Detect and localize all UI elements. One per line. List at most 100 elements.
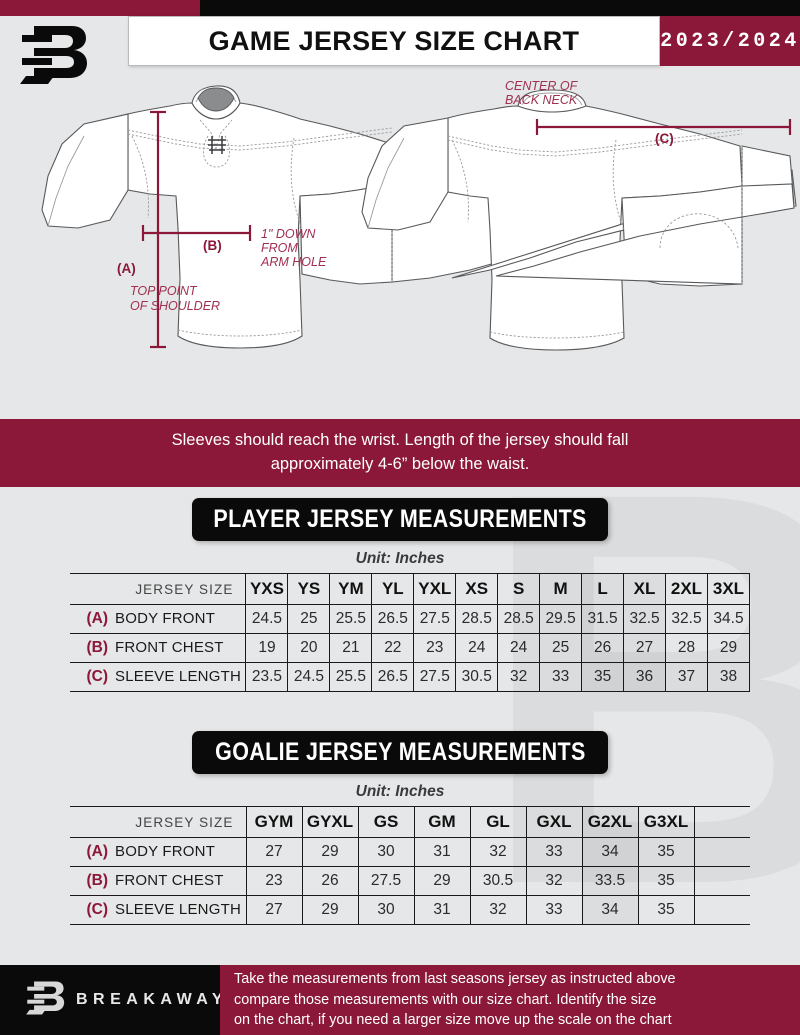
size-column-header: M [539, 573, 583, 605]
measurement-value-cell: 32.5 [665, 604, 708, 634]
measurement-value-cell: 22 [371, 633, 415, 663]
measurement-value-cell: 36 [623, 662, 667, 692]
size-column-header: G3XL [637, 806, 695, 838]
measurement-value-cell: 28.5 [455, 604, 499, 634]
measurement-value-cell: 29 [413, 866, 471, 896]
table-header-row: JERSEY SIZE GYM GYXL GS GM GL GXL G2XL G3XL [70, 806, 750, 838]
measurement-value-cell: 25 [287, 604, 331, 634]
size-column-header: XS [455, 573, 499, 605]
size-column-header: L [581, 573, 625, 605]
size-column-header [693, 806, 750, 838]
page-footer: BREAKAWAY Take the measurements from las… [0, 965, 800, 1035]
player-section-badge: PLAYER JERSEY MEASUREMENTS [192, 498, 608, 541]
measurement-value-cell: 24.5 [287, 662, 331, 692]
measurement-name: SLEEVE LENGTH [115, 668, 241, 685]
measurement-value-cell: 31 [413, 837, 471, 867]
size-column-header: YM [329, 573, 373, 605]
player-section-title: PLAYER JERSEY MEASUREMENTS [213, 505, 587, 533]
table-row: (C) SLEEVE LENGTH 23.5 24.5 25.5 26.5 27.5 30.5… [70, 662, 751, 692]
measurement-value-cell: 23 [245, 866, 303, 896]
table-row: (B) FRONT CHEST 19 20 21 22 23 24 24 25 26 27 28 29 [70, 633, 751, 663]
measurement-value-cell: 28.5 [497, 604, 541, 634]
season-year-badge: 2023/2024 [660, 16, 800, 66]
player-unit-label: Unit: Inches [355, 550, 445, 567]
measurement-value-cell: 31 [413, 895, 471, 925]
measurement-value-cell: 27 [245, 895, 303, 925]
measurement-row-label: (B) FRONT CHEST [70, 633, 247, 663]
back-neck-note-line1: CENTER OF [505, 79, 579, 93]
goalie-table-body: JERSEY SIZE GYM GYXL GS GM GL GXL G2XL G3XL (A) BO… [70, 806, 750, 925]
measurement-value-cell: 27 [623, 633, 667, 663]
measurement-value-cell: 30.5 [455, 662, 499, 692]
measurement-name: BODY FRONT [115, 843, 216, 860]
top-bar-black-segment [200, 0, 800, 16]
player-measurements-table: JERSEY SIZE YXS YS YM YL YXL XS S M L XL 2XL 3XL (A) B… [70, 573, 751, 692]
measurement-marker: (C) [86, 668, 108, 685]
measurement-value-cell: 32 [497, 662, 541, 692]
measurement-value-cell: 26 [301, 866, 359, 896]
table-row: (A) BODY FRONT 27 29 30 31 32 33 34 35 [70, 837, 750, 867]
measurement-value-cell: 24.5 [245, 604, 289, 634]
back-jersey-illustration [361, 89, 795, 351]
measurement-value-cell: 32 [525, 866, 583, 896]
page-title: GAME JERSEY SIZE CHART [208, 25, 580, 56]
measurement-value-cell [693, 895, 750, 925]
size-column-header: GXL [525, 806, 583, 838]
size-column-header: YXS [245, 573, 289, 605]
measurement-marker: (A) [86, 843, 108, 860]
measurement-value-cell: 27.5 [413, 604, 457, 634]
measurement-value-cell [693, 866, 750, 896]
size-column-header: 2XL [665, 573, 708, 605]
measurement-name: SLEEVE LENGTH [115, 901, 241, 918]
size-column-header: GL [469, 806, 527, 838]
marker-c-label: (C) [655, 131, 674, 146]
top-bar-maroon-segment [0, 0, 200, 16]
measurement-value-cell: 33 [525, 895, 583, 925]
footer-line-2: compare those measurements with our size… [234, 991, 657, 1008]
jersey-size-header-label: JERSEY SIZE [70, 806, 247, 838]
player-table-body: JERSEY SIZE YXS YS YM YL YXL XS S M L XL 2XL 3XL (A) B… [70, 573, 751, 692]
note-line-2: approximately 4-6” below the waist. [270, 455, 530, 473]
size-column-header: XL [623, 573, 667, 605]
footer-line-1: Take the measurements from last seasons … [234, 971, 676, 988]
goalie-section-badge: GOALIE JERSEY MEASUREMENTS [192, 731, 608, 774]
measurement-value-cell: 30 [357, 895, 415, 925]
breakaway-b-logo-icon [20, 18, 90, 92]
measurement-row-label: (B) FRONT CHEST [70, 866, 247, 896]
jersey-lace-detail [208, 136, 226, 154]
measurement-value-cell: 35 [637, 866, 695, 896]
goalie-unit-label: Unit: Inches [355, 783, 445, 800]
measurement-value-cell: 33.5 [581, 866, 639, 896]
size-column-header: GYM [245, 806, 303, 838]
measurement-value-cell: 27 [245, 837, 303, 867]
measurement-marker: (A) [86, 610, 108, 627]
measurement-value-cell: 32.5 [623, 604, 667, 634]
size-column-header: YL [371, 573, 415, 605]
measurement-value-cell: 29 [301, 895, 359, 925]
measurement-row-label: (C) SLEEVE LENGTH [70, 662, 247, 692]
jersey-diagrams: .jf { fill:#ffffff; stroke:#58595b; stro… [0, 78, 800, 418]
measurement-row-label: (A) BODY FRONT [70, 604, 247, 634]
measurement-value-cell: 29 [301, 837, 359, 867]
table-row: (C) SLEEVE LENGTH 27 29 30 31 32 33 34 35 [70, 895, 750, 925]
measurement-value-cell: 25 [539, 633, 583, 663]
player-measurements-table-wrap: JERSEY SIZE YXS YS YM YL YXL XS S M L XL 2XL 3XL (A) B… [70, 573, 751, 692]
measurement-value-cell: 24 [497, 633, 541, 663]
measurement-name: FRONT CHEST [115, 639, 224, 656]
measurement-value-cell: 37 [665, 662, 708, 692]
measurement-value-cell: 25.5 [329, 604, 373, 634]
marker-a-note-line1: TOP POINT [130, 284, 198, 298]
measurement-value-cell: 35 [637, 837, 695, 867]
marker-b-note-line3: ARM HOLE [260, 255, 327, 269]
measurement-value-cell: 28 [665, 633, 708, 663]
measurement-marker: (B) [86, 639, 108, 656]
measurement-value-cell: 20 [287, 633, 331, 663]
measurement-value-cell: 26 [581, 633, 625, 663]
table-row: (B) FRONT CHEST 23 26 27.5 29 30.5 32 33.5 35 [70, 866, 750, 896]
measurement-row-label: (C) SLEEVE LENGTH [70, 895, 247, 925]
measurement-name: BODY FRONT [115, 610, 216, 627]
measurement-value-cell: 23.5 [245, 662, 289, 692]
measurement-value-cell: 26.5 [371, 662, 415, 692]
goalie-measurements-table-wrap: JERSEY SIZE GYM GYXL GS GM GL GXL G2XL G3XL (A) BO… [70, 806, 750, 925]
measurement-value-cell: 29.5 [539, 604, 583, 634]
